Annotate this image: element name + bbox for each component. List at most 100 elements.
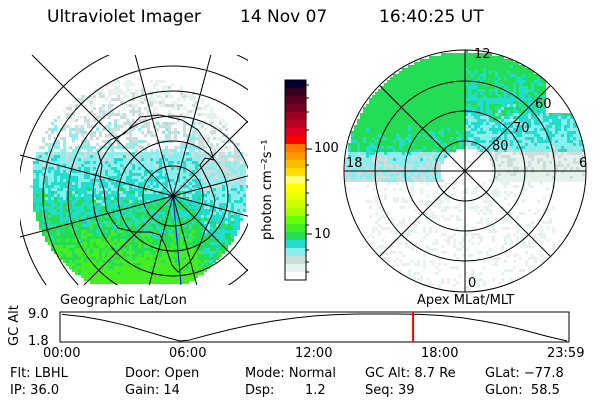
aurora-pixel <box>75 209 78 212</box>
aurora-pixel <box>117 272 120 275</box>
aurora-pixel <box>186 155 189 158</box>
aurora-pixel <box>117 206 120 209</box>
aurora-pixel <box>357 125 360 128</box>
aurora-pixel <box>402 131 405 134</box>
aurora-pixel <box>63 191 66 194</box>
aurora-pixel <box>453 278 456 281</box>
aurora-pixel <box>375 134 378 137</box>
aurora-pixel <box>81 236 84 239</box>
aurora-pixel <box>420 95 423 98</box>
aurora-pixel <box>99 278 102 281</box>
aurora-pixel <box>387 218 390 221</box>
aurora-pixel <box>399 101 402 104</box>
aurora-pixel <box>153 191 156 194</box>
aurora-pixel <box>171 209 174 212</box>
aurora-pixel <box>81 200 84 203</box>
aurora-pixel <box>225 155 228 158</box>
aurora-pixel <box>192 98 195 101</box>
aurora-pixel <box>360 152 363 155</box>
aurora-pixel <box>150 236 153 239</box>
aurora-pixel <box>156 245 159 248</box>
aurora-pixel <box>456 92 459 95</box>
aurora-pixel <box>69 182 72 185</box>
aurora-pixel <box>375 176 378 179</box>
aurora-pixel <box>90 101 93 104</box>
aurora-pixel <box>417 80 420 83</box>
aurora-pixel <box>48 191 51 194</box>
aurora-pixel <box>171 170 174 173</box>
aurora-pixel <box>111 98 114 101</box>
aurora-pixel <box>72 215 75 218</box>
aurora-pixel <box>165 278 168 281</box>
aurora-pixel <box>204 170 207 173</box>
aurora-pixel <box>147 254 150 257</box>
aurora-pixel <box>114 212 117 215</box>
aurora-pixel <box>375 146 378 149</box>
aurora-pixel <box>150 230 153 233</box>
aurora-pixel <box>408 95 411 98</box>
aurora-pixel <box>114 239 117 242</box>
aurora-pixel <box>231 218 234 221</box>
aurora-pixel <box>447 218 450 221</box>
aurora-pixel <box>141 140 144 143</box>
aurora-pixel <box>195 242 198 245</box>
aurora-pixel <box>114 269 117 272</box>
aurora-pixel <box>237 191 240 194</box>
aurora-pixel <box>444 155 447 158</box>
aurora-pixel <box>126 224 129 227</box>
aurora-pixel <box>102 146 105 149</box>
aurora-pixel <box>201 266 204 269</box>
aurora-pixel <box>369 164 372 167</box>
aurora-pixel <box>447 197 450 200</box>
aurora-pixel <box>375 164 378 167</box>
longitude-line <box>83 195 174 285</box>
aurora-pixel <box>387 164 390 167</box>
aurora-pixel <box>66 161 69 164</box>
aurora-pixel <box>354 152 357 155</box>
aurora-pixel <box>225 128 228 131</box>
aurora-pixel <box>423 143 426 146</box>
aurora-pixel <box>162 239 165 242</box>
aurora-pixel <box>72 218 75 221</box>
aurora-pixel <box>219 203 222 206</box>
aurora-pixel <box>69 110 72 113</box>
aurora-pixel <box>408 77 411 80</box>
aurora-pixel <box>387 134 390 137</box>
aurora-pixel <box>96 212 99 215</box>
aurora-pixel <box>375 137 378 140</box>
aurora-pixel <box>144 122 147 125</box>
aurora-pixel <box>120 275 123 278</box>
aurora-pixel <box>138 248 141 251</box>
aurora-pixel <box>87 278 90 281</box>
aurora-pixel <box>120 263 123 266</box>
aurora-pixel <box>174 155 177 158</box>
aurora-pixel <box>84 215 87 218</box>
aurora-pixel <box>120 98 123 101</box>
aurora-pixel <box>93 233 96 236</box>
aurora-pixel <box>360 113 363 116</box>
aurora-pixel <box>69 233 72 236</box>
aurora-pixel <box>114 224 117 227</box>
aurora-pixel <box>192 146 195 149</box>
aurora-pixel <box>105 215 108 218</box>
aurora-pixel <box>441 110 444 113</box>
aurora-pixel <box>393 101 396 104</box>
aurora-pixel <box>117 158 120 161</box>
aurora-pixel <box>204 104 207 107</box>
aurora-pixel <box>405 137 408 140</box>
aurora-pixel <box>192 212 195 215</box>
aurora-pixel <box>144 251 147 254</box>
aurora-pixel <box>222 251 225 254</box>
aurora-pixel <box>105 125 108 128</box>
aurora-pixel <box>159 161 162 164</box>
aurora-pixel <box>225 179 228 182</box>
aurora-pixel <box>87 251 90 254</box>
aurora-pixel <box>408 119 411 122</box>
aurora-pixel <box>177 239 180 242</box>
aurora-pixel <box>201 101 204 104</box>
aurora-pixel <box>357 167 360 170</box>
aurora-pixel <box>189 149 192 152</box>
aurora-pixel <box>117 230 120 233</box>
aurora-pixel <box>63 152 66 155</box>
aurora-pixel <box>447 83 450 86</box>
